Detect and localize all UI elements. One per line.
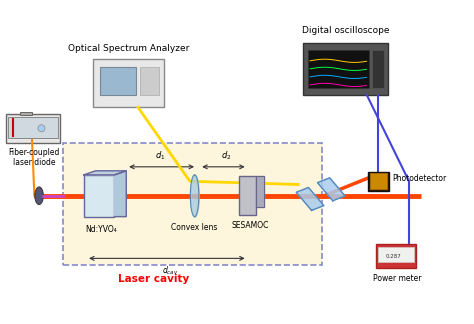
- Text: Power meter: Power meter: [373, 274, 421, 284]
- Bar: [20, 111, 32, 115]
- Ellipse shape: [38, 125, 45, 132]
- Bar: [378, 247, 414, 261]
- Polygon shape: [318, 178, 345, 201]
- Polygon shape: [256, 177, 264, 207]
- Text: Optical Spectrum Analyzer: Optical Spectrum Analyzer: [68, 44, 189, 53]
- Ellipse shape: [35, 187, 43, 204]
- Bar: [100, 67, 136, 95]
- Bar: [6, 114, 60, 143]
- Text: $d_1$: $d_1$: [155, 149, 165, 162]
- Bar: [93, 59, 164, 107]
- Polygon shape: [115, 171, 126, 217]
- Bar: [140, 67, 159, 95]
- Bar: [372, 50, 384, 88]
- Bar: [370, 173, 387, 189]
- Text: $d_2$: $d_2$: [220, 149, 231, 162]
- Polygon shape: [84, 171, 126, 175]
- Bar: [368, 172, 389, 191]
- Bar: [303, 43, 388, 95]
- Text: Laser cavity: Laser cavity: [118, 274, 189, 284]
- Polygon shape: [296, 188, 324, 210]
- Text: SESAMOC: SESAMOC: [231, 221, 269, 230]
- Text: Nd:YVO₄: Nd:YVO₄: [86, 225, 118, 234]
- Bar: [9, 117, 58, 138]
- Text: 0.287: 0.287: [385, 254, 401, 259]
- Text: Convex lens: Convex lens: [172, 223, 218, 232]
- Text: Fiber-coupled
laser diode: Fiber-coupled laser diode: [9, 147, 60, 167]
- Text: Photodetector: Photodetector: [392, 174, 447, 182]
- Bar: [84, 175, 115, 217]
- Text: $d_{cav}$: $d_{cav}$: [162, 265, 179, 277]
- Bar: [308, 50, 369, 88]
- Text: Digital oscilloscope: Digital oscilloscope: [301, 26, 389, 35]
- Bar: [63, 143, 322, 265]
- Bar: [239, 177, 256, 215]
- Bar: [376, 244, 416, 268]
